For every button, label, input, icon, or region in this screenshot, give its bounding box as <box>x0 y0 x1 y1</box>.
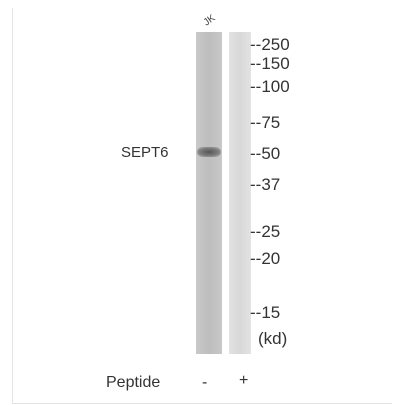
marker-label: --15 <box>250 304 280 321</box>
marker-label: --25 <box>250 223 280 240</box>
lane <box>196 32 222 354</box>
marker-label: --20 <box>250 250 280 267</box>
marker-label: --37 <box>250 176 280 193</box>
lane <box>229 32 251 354</box>
marker-label: --50 <box>250 145 280 162</box>
peptide-lane: + <box>239 373 248 389</box>
marker-label: --100 <box>250 78 290 95</box>
blot-figure: JK SEPT6 (kd) Peptide - + --250--150--10… <box>0 0 403 405</box>
target-label: SEPT6 <box>121 145 169 160</box>
peptide-lane: - <box>202 375 207 391</box>
marker-label: --250 <box>250 36 290 53</box>
marker-label: --75 <box>250 114 280 131</box>
marker-label: --150 <box>250 55 290 72</box>
unit-label: (kd) <box>258 330 287 347</box>
peptide-label: Peptide <box>106 375 160 391</box>
band <box>197 147 221 157</box>
